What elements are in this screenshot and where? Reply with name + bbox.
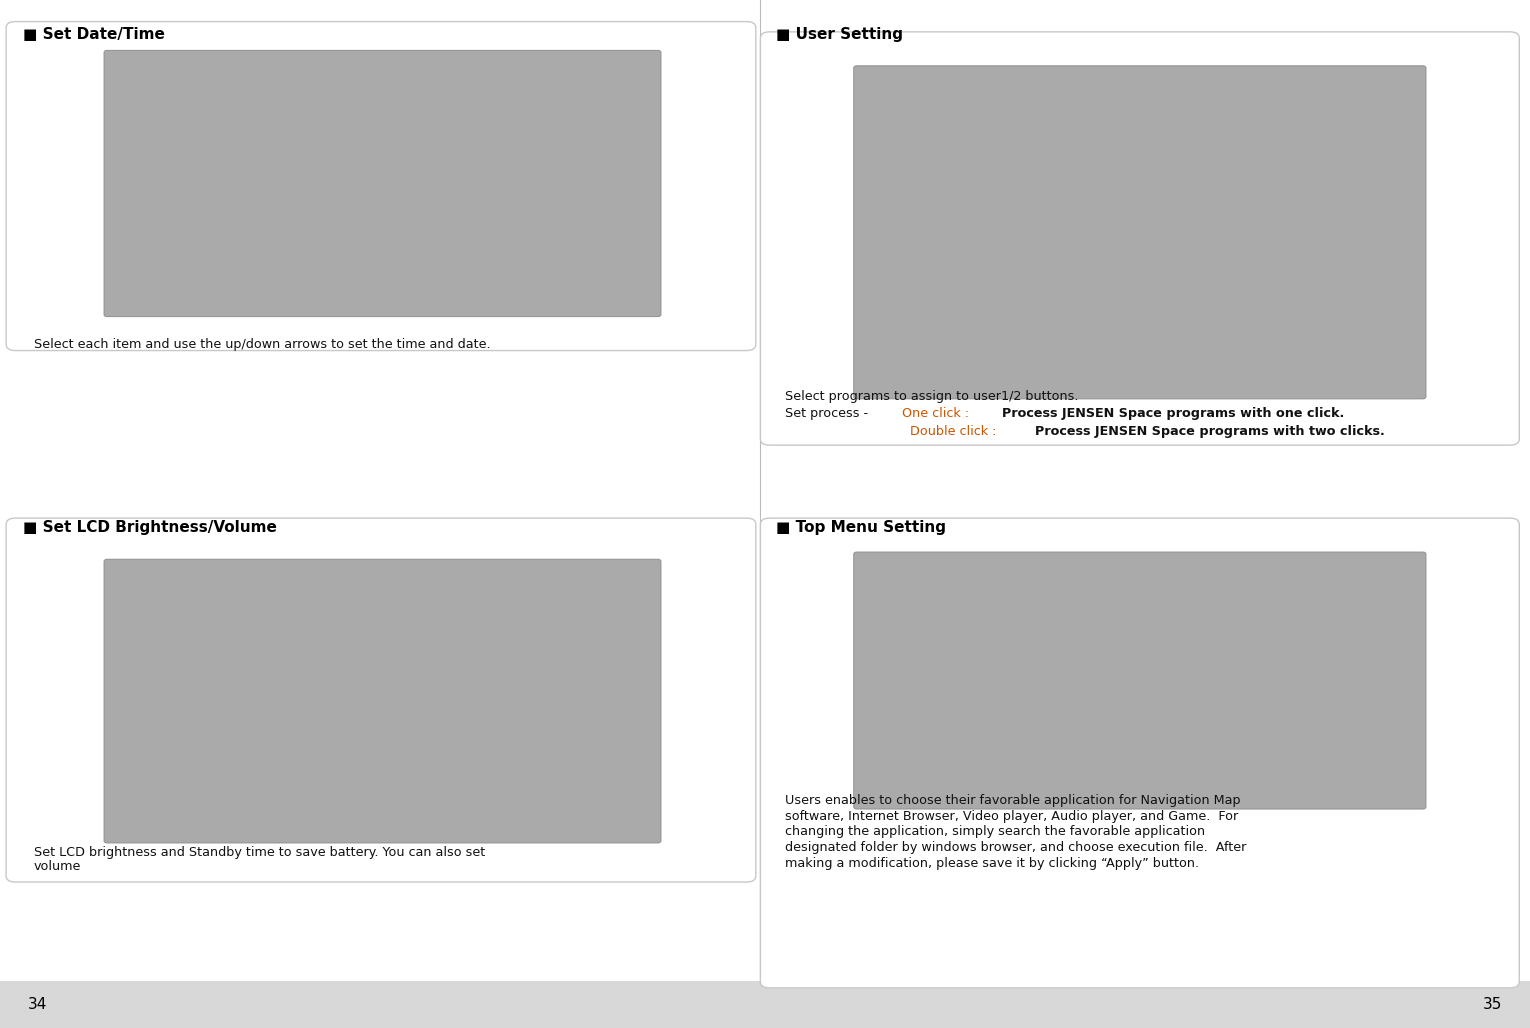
- Text: Select programs to assign to user1/2 buttons.: Select programs to assign to user1/2 but…: [785, 390, 1079, 403]
- Text: ■ Set Date/Time: ■ Set Date/Time: [23, 27, 165, 42]
- Text: Users enables to choose their favorable application for Navigation Map: Users enables to choose their favorable …: [785, 794, 1241, 807]
- FancyBboxPatch shape: [854, 66, 1426, 399]
- Text: volume: volume: [34, 860, 81, 874]
- FancyBboxPatch shape: [6, 518, 756, 882]
- FancyBboxPatch shape: [104, 559, 661, 843]
- Text: One click :: One click :: [901, 407, 973, 420]
- Text: Double click :: Double click :: [910, 425, 1001, 438]
- FancyBboxPatch shape: [760, 518, 1519, 988]
- Text: ■ Top Menu Setting: ■ Top Menu Setting: [776, 520, 946, 536]
- FancyBboxPatch shape: [854, 552, 1426, 809]
- FancyBboxPatch shape: [6, 22, 756, 351]
- Text: making a modification, please save it by clicking “Apply” button.: making a modification, please save it by…: [785, 857, 1200, 871]
- Text: software, Internet Browser, Video player, Audio player, and Game.  For: software, Internet Browser, Video player…: [785, 810, 1238, 822]
- Text: Process JENSEN Space programs with two clicks.: Process JENSEN Space programs with two c…: [1034, 425, 1385, 438]
- Text: Set LCD brightness and Standby time to save battery. You can also set: Set LCD brightness and Standby time to s…: [34, 846, 485, 859]
- Text: 34: 34: [28, 997, 47, 1012]
- Bar: [0, 981, 1530, 1028]
- FancyBboxPatch shape: [760, 32, 1519, 445]
- Text: changing the application, simply search the favorable application: changing the application, simply search …: [785, 825, 1206, 839]
- Text: designated folder by windows browser, and choose execution file.  After: designated folder by windows browser, an…: [785, 841, 1247, 854]
- Text: Select each item and use the up/down arrows to set the time and date.: Select each item and use the up/down arr…: [34, 338, 490, 352]
- Text: 35: 35: [1483, 997, 1502, 1012]
- Text: Set process -: Set process -: [785, 407, 872, 420]
- Text: ■ Set LCD Brightness/Volume: ■ Set LCD Brightness/Volume: [23, 520, 277, 536]
- FancyBboxPatch shape: [104, 50, 661, 317]
- Text: ■ User Setting: ■ User Setting: [776, 27, 903, 42]
- Text: Process JENSEN Space programs with one click.: Process JENSEN Space programs with one c…: [1002, 407, 1343, 420]
